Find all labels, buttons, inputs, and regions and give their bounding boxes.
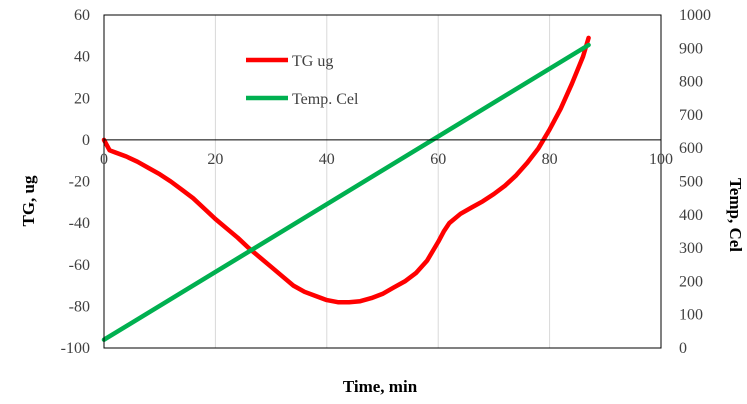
y2-tick-label-600: 600 bbox=[679, 140, 703, 157]
x-tick-label-40: 40 bbox=[319, 151, 335, 168]
series-line-1 bbox=[101, 42, 591, 342]
x-tick-label-0: 0 bbox=[100, 151, 108, 168]
y-axis-title: TG, ug bbox=[19, 175, 38, 227]
plot-frame bbox=[103, 14, 662, 349]
legend: TG ug Temp. Cel bbox=[246, 53, 359, 108]
y2-tick-label-1000: 1000 bbox=[679, 7, 711, 24]
tick-labels: -100-80-60-40-20020406001002003004005006… bbox=[61, 7, 711, 357]
y2-tick-label-700: 700 bbox=[679, 107, 703, 124]
y2-tick-label-900: 900 bbox=[679, 40, 703, 57]
y-tick-label--60: -60 bbox=[69, 257, 90, 274]
legend-label-0: TG ug bbox=[292, 53, 333, 70]
y-tick-label--40: -40 bbox=[69, 215, 90, 232]
legend-label-1: Temp. Cel bbox=[292, 91, 359, 108]
x-tick-label-60: 60 bbox=[430, 151, 446, 168]
y2-tick-label-100: 100 bbox=[679, 307, 703, 324]
y-tick-label-20: 20 bbox=[74, 90, 90, 107]
series-line-0 bbox=[101, 35, 591, 305]
y2-tick-label-0: 0 bbox=[679, 340, 687, 357]
grid bbox=[214, 15, 551, 348]
y-tick-label-40: 40 bbox=[74, 49, 90, 66]
y2-tick-label-800: 800 bbox=[679, 74, 703, 91]
y2-tick-label-500: 500 bbox=[679, 174, 703, 191]
y-tick-label-0: 0 bbox=[82, 132, 90, 149]
x-axis-title: Time, min bbox=[343, 377, 418, 396]
y2-axis-title: Temp, Cel bbox=[726, 178, 745, 252]
series-layer bbox=[101, 35, 591, 342]
x-tick-label-100: 100 bbox=[649, 151, 673, 168]
y-tick-label--100: -100 bbox=[61, 340, 90, 357]
y2-tick-label-300: 300 bbox=[679, 240, 703, 257]
y-tick-label--80: -80 bbox=[69, 298, 90, 315]
y2-tick-label-200: 200 bbox=[679, 273, 703, 290]
y-tick-label--20: -20 bbox=[69, 174, 90, 191]
y2-tick-label-400: 400 bbox=[679, 207, 703, 224]
axes bbox=[103, 14, 662, 349]
x-tick-label-20: 20 bbox=[207, 151, 223, 168]
y-tick-label-60: 60 bbox=[74, 7, 90, 24]
x-tick-label-80: 80 bbox=[542, 151, 558, 168]
